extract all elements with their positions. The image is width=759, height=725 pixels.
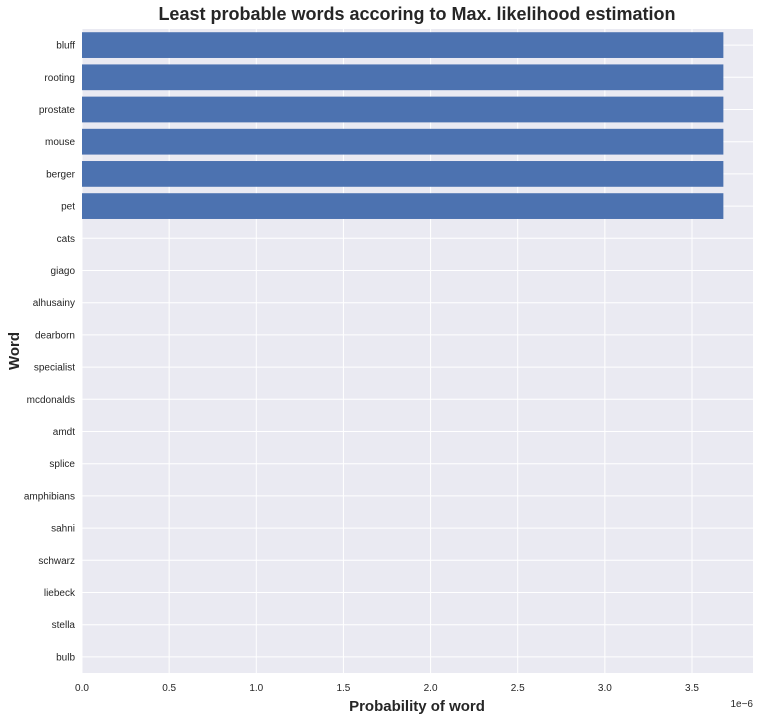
y-tick-label: bulb [56,652,75,663]
y-tick-label: specialist [34,363,75,374]
x-tick-label: 3.5 [685,683,699,694]
y-tick-label: amphibians [24,491,75,502]
x-tick-label: 1.5 [336,683,350,694]
bars [82,32,724,219]
bar-mouse [82,128,724,155]
y-tick-label: dearborn [35,330,75,341]
y-tick-label: stella [52,620,76,631]
y-tick-label: cats [57,234,75,245]
x-tick-label: 1.0 [249,683,263,694]
y-tick-label: sahni [51,524,75,535]
y-tick-label: amdt [53,427,75,438]
y-tick-label: rooting [44,73,75,84]
y-axis-label: Word [6,332,23,370]
bar-pet [82,193,724,219]
y-tick-label: bluff [56,41,75,52]
y-tick-label: splice [49,459,75,470]
y-tick-label: prostate [39,105,76,116]
chart-title: Least probable words accoring to Max. li… [158,4,675,24]
y-tick-label: schwarz [38,556,75,567]
plot-area [82,29,753,673]
bar-rooting [82,64,724,91]
x-tick-label: 0.5 [162,683,176,694]
y-tick-label: pet [61,202,75,213]
y-tick-label: liebeck [44,588,76,599]
y-tick-label: mcdonalds [27,395,75,406]
x-axis-label: Probability of word [349,698,485,715]
bar-bluff [82,32,724,58]
y-tick-labels: bluff rooting prostate mouse berger pet cats gi… [24,41,76,664]
y-tick-label: alhusainy [33,298,75,309]
x-tick-label: 0.0 [75,683,89,694]
x-scale-offset-label: 1e−6 [730,699,753,710]
x-tick-labels: 0.0 0.5 1.0 1.5 2.0 2.5 3.0 3.5 [75,683,699,694]
x-tick-label: 2.5 [511,683,525,694]
y-tick-label: berger [46,169,76,180]
y-tick-label: giago [51,266,76,277]
x-tick-label: 3.0 [598,683,612,694]
bar-prostate [82,96,724,123]
y-tick-label: mouse [45,137,75,148]
x-tick-label: 2.0 [424,683,438,694]
bar-berger [82,161,724,187]
